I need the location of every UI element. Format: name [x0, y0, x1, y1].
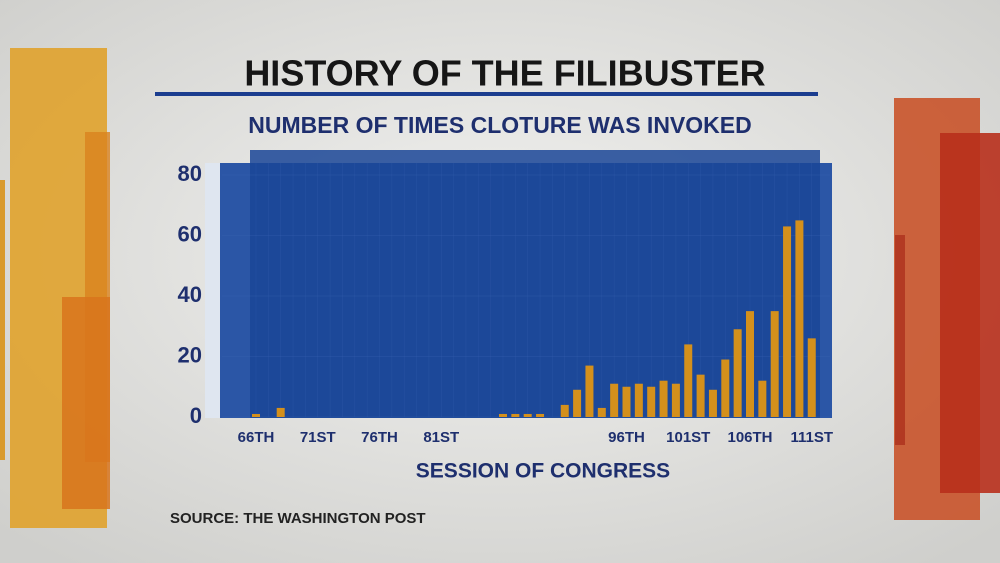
x-tick-label: 96TH	[608, 429, 645, 446]
bar	[770, 311, 779, 417]
x-tick-label: 66TH	[238, 429, 275, 446]
y-tick-label: 80	[178, 161, 202, 186]
bar	[671, 383, 680, 417]
bar	[622, 386, 631, 417]
bar	[647, 386, 656, 417]
x-tick-label: 81ST	[423, 429, 459, 446]
bar	[610, 383, 619, 417]
y-tick-label: 60	[178, 221, 202, 246]
bar	[659, 380, 668, 417]
source-note: SOURCE: THE WASHINGTON POST	[170, 510, 426, 527]
chart-subtitle: NUMBER OF TIMES CLOTURE WAS INVOKED	[248, 112, 751, 138]
bar	[746, 311, 754, 417]
bar	[733, 329, 742, 417]
chart-title: HISTORY OF THE FILIBUSTER	[244, 53, 765, 94]
bar	[721, 359, 730, 417]
bar	[708, 389, 717, 417]
bar	[795, 220, 804, 417]
bar	[536, 413, 545, 417]
right-decoration	[894, 98, 1000, 520]
bar	[499, 413, 507, 417]
x-tick-label: 71ST	[300, 429, 336, 446]
bar	[523, 413, 532, 417]
bar	[560, 404, 569, 417]
bar	[758, 380, 767, 417]
bar	[276, 407, 285, 417]
y-tick-label: 40	[178, 282, 202, 307]
x-tick-label: 106TH	[727, 429, 772, 446]
x-tick-label: 101ST	[666, 429, 710, 446]
left-decoration	[0, 48, 110, 528]
bar	[684, 344, 693, 417]
y-tick-label: 0	[190, 403, 202, 428]
bar	[783, 226, 792, 417]
x-tick-label: 111ST	[790, 429, 833, 446]
x-tick-label: 76TH	[361, 429, 398, 446]
bar	[597, 407, 606, 417]
bar	[696, 374, 705, 417]
bar	[252, 413, 260, 417]
bar	[511, 413, 520, 417]
x-axis-label: SESSION OF CONGRESS	[416, 460, 670, 483]
bar	[634, 383, 643, 417]
y-tick-label: 20	[178, 342, 202, 367]
bar	[807, 338, 816, 417]
bar	[585, 365, 594, 417]
bar	[573, 389, 582, 417]
